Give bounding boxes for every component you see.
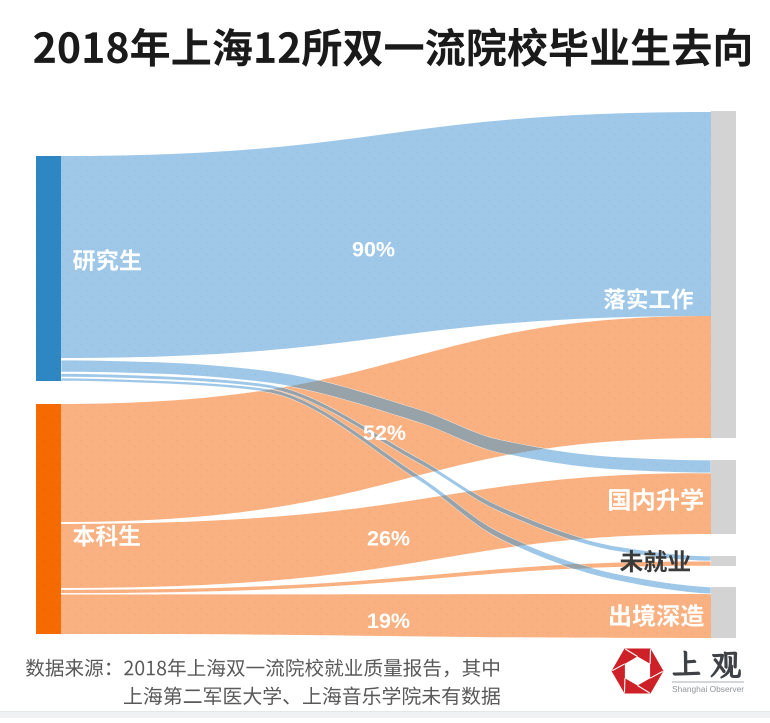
- svg-text:26%: 26%: [367, 527, 410, 551]
- svg-text:Shanghai Observer: Shanghai Observer: [672, 684, 744, 694]
- svg-text:19%: 19%: [367, 609, 410, 633]
- svg-text:52%: 52%: [363, 421, 406, 445]
- svg-text:90%: 90%: [352, 238, 395, 262]
